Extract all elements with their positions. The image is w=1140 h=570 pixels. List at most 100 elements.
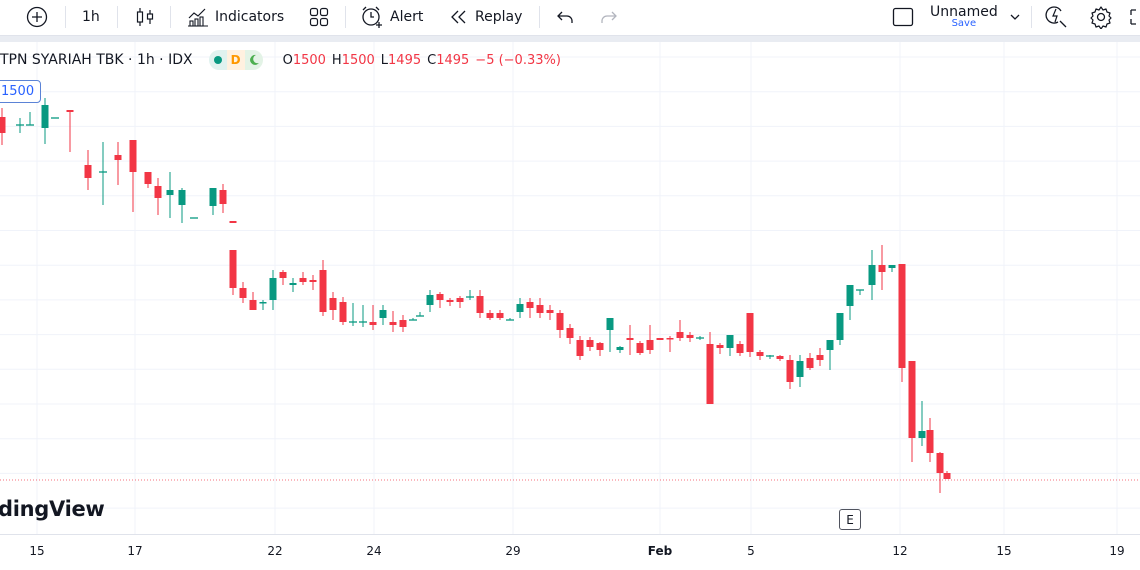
top-toolbar: 1h Indicators Alert Replay Unnamed Save <box>0 0 1140 36</box>
candle <box>476 290 484 318</box>
time-tick: 24 <box>366 544 382 558</box>
candle <box>516 298 524 318</box>
candle <box>349 303 357 326</box>
interval-label: 1h <box>82 9 100 25</box>
time-tick: 29 <box>505 544 521 558</box>
chevron-down-icon <box>1010 14 1020 20</box>
low-label: L <box>380 52 389 68</box>
templates-button[interactable] <box>309 3 329 31</box>
candle <box>289 278 297 292</box>
candle <box>736 341 744 356</box>
moon-icon <box>244 50 263 70</box>
candles-icon <box>136 8 154 26</box>
symbol-title[interactable]: TPN SYARIAH TBK · 1h · IDX <box>0 52 193 68</box>
open-label: O <box>282 52 293 68</box>
alarm-clock-icon <box>362 6 382 28</box>
candle <box>359 305 367 327</box>
chart-type-button[interactable] <box>135 3 155 31</box>
toolbar-divider <box>117 6 118 28</box>
candle <box>716 343 724 354</box>
candle <box>636 341 644 355</box>
candle <box>229 221 237 223</box>
low-value: 1495 <box>388 52 422 68</box>
candle <box>379 305 387 325</box>
earnings-badge[interactable]: E <box>839 509 861 530</box>
candle <box>706 332 714 404</box>
candle <box>389 311 397 332</box>
candle <box>229 250 237 295</box>
candle <box>656 338 664 340</box>
layout-name: Unnamed <box>930 4 998 20</box>
price-label-badge[interactable]: 1500 <box>0 80 42 103</box>
candle <box>0 108 6 145</box>
candle <box>409 318 417 321</box>
fullscreen-icon <box>1130 9 1136 25</box>
candle <box>726 335 734 356</box>
candle <box>16 118 24 133</box>
redo-button[interactable] <box>598 3 618 31</box>
time-tick: 17 <box>127 544 143 558</box>
interval-button[interactable]: 1h <box>82 3 100 31</box>
replay-button[interactable]: Replay <box>449 3 522 31</box>
candle <box>566 324 574 344</box>
time-axis[interactable]: 15 17 22 24 29 Feb 5 12 15 19 <box>0 534 1140 570</box>
candle <box>898 264 906 382</box>
candle <box>766 355 774 359</box>
quick-search-button[interactable] <box>1045 3 1069 31</box>
toolbar-divider <box>170 6 171 28</box>
candle <box>626 325 634 355</box>
candle <box>339 297 347 325</box>
indicators-icon <box>188 8 208 27</box>
candle <box>456 296 464 308</box>
candle <box>209 188 217 215</box>
time-tick: Feb <box>647 544 673 558</box>
candle <box>506 318 514 321</box>
time-tick: 15 <box>29 544 45 558</box>
candle <box>154 178 162 215</box>
fullscreen-button[interactable] <box>1130 3 1140 31</box>
candle <box>99 142 107 205</box>
ohlc-values: O1500 H1500 L1495 C1495 −5 (−0.33%) <box>283 53 561 68</box>
market-status-pill[interactable]: D <box>208 50 263 70</box>
layout-checkbox[interactable] <box>892 3 914 31</box>
candle <box>239 282 247 303</box>
candle <box>868 250 876 300</box>
replay-icon <box>451 10 466 24</box>
candle <box>26 112 34 126</box>
candle <box>918 401 926 446</box>
undo-button[interactable] <box>556 3 576 31</box>
layout-name-button[interactable]: Unnamed Save <box>930 3 998 31</box>
toolbar-divider-bar <box>0 36 1140 42</box>
delayed-data-badge: D <box>226 50 245 70</box>
candle <box>666 336 674 352</box>
candle <box>416 312 424 317</box>
candle <box>846 285 854 320</box>
candle <box>129 140 137 212</box>
candlestick-chart[interactable] <box>0 0 1140 534</box>
candle <box>319 260 327 316</box>
candle <box>786 355 794 389</box>
candle <box>556 310 564 338</box>
toolbar-divider <box>345 6 346 28</box>
gear-icon <box>1090 6 1112 29</box>
candle <box>399 315 407 332</box>
layout-dropdown-button[interactable] <box>1009 3 1021 31</box>
add-symbol-button[interactable] <box>26 3 48 31</box>
save-link[interactable]: Save <box>951 18 977 29</box>
candle <box>66 110 74 152</box>
settings-button[interactable] <box>1089 3 1113 31</box>
time-tick: 15 <box>996 544 1012 558</box>
time-tick: 19 <box>1109 544 1125 558</box>
candle <box>646 325 654 354</box>
candle <box>369 305 377 330</box>
candle <box>596 342 604 356</box>
indicators-button[interactable]: Indicators <box>187 3 284 31</box>
candle <box>166 172 174 218</box>
chart-pane[interactable] <box>0 42 1140 534</box>
alert-button[interactable]: Alert <box>360 3 423 31</box>
candle <box>856 289 864 295</box>
candle <box>836 313 844 345</box>
lightning-search-icon <box>1045 6 1067 28</box>
candle <box>806 353 814 370</box>
candle <box>299 272 307 285</box>
